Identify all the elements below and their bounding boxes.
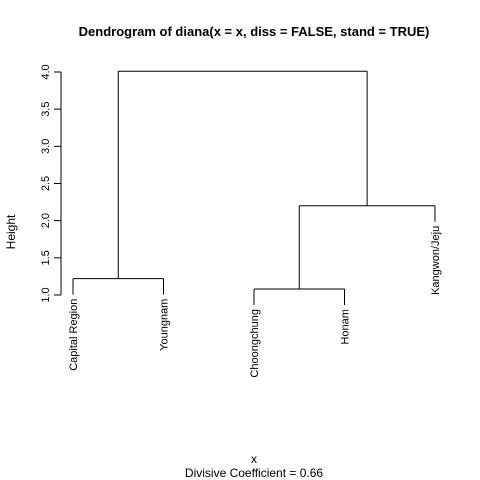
y-tick-label: 2.0 (40, 213, 52, 228)
y-tick-label: 4.0 (40, 64, 52, 79)
y-tick-label: 3.0 (40, 139, 52, 154)
leaf-label: Capital Region (68, 299, 80, 371)
leaf-labels: Capital Region Youngnam Choongchung Honam Ka… (68, 226, 442, 378)
y-tick-label: 2.5 (40, 176, 52, 191)
chart-title: Dendrogram of diana(x = x, diss = FALSE,… (79, 24, 430, 39)
y-tick-label: 3.5 (40, 102, 52, 117)
y-axis-label: Height (4, 214, 18, 249)
leaf-label: Honam (340, 309, 352, 344)
x-axis-label: x (251, 452, 257, 466)
y-axis: 1.0 1.5 2.0 2.5 3.0 3.5 4.0 (40, 64, 62, 303)
y-tick-label: 1.0 (40, 287, 52, 302)
leaf-label: Choongchung (249, 309, 261, 378)
dendrogram-links (72, 70, 436, 306)
y-tick-label: 1.5 (40, 250, 52, 265)
divisive-coefficient: Divisive Coefficient = 0.66 (185, 466, 324, 480)
leaf-label: Kangwon/Jeju (430, 226, 442, 295)
leaf-label: Youngnam (159, 299, 171, 351)
